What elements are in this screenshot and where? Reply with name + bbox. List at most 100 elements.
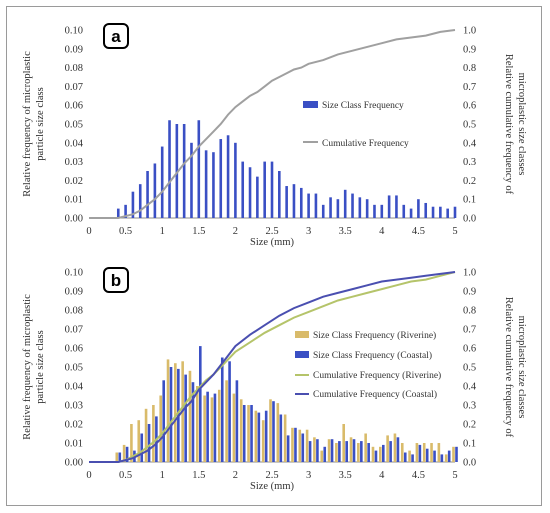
bar-size-class-frequency-coastal [308, 441, 312, 462]
line-cumulative-frequency [89, 29, 456, 219]
y-tick-label: 0.07 [65, 82, 83, 93]
bar-size-class-frequency-riverine [210, 397, 214, 462]
bar-size-class-frequency-coastal [264, 410, 268, 462]
y-tick-label: 0.02 [65, 420, 83, 431]
bar-size-class-frequency-riverine [444, 454, 448, 462]
bar-size-class-frequency-coastal [294, 427, 297, 462]
bar-size-class-frequency-riverine [152, 405, 155, 462]
bar-size-class-frequency-coastal [184, 374, 187, 462]
bar-size-class-frequency-coastal [316, 439, 319, 462]
bar-size-class-frequency [116, 208, 120, 218]
bar-size-class-frequency-coastal [169, 367, 173, 462]
bar-size-class-frequency [175, 124, 179, 218]
bar-size-class-frequency-riverine [400, 443, 404, 462]
bar-size-class-frequency-coastal [199, 346, 202, 462]
bar-size-class-frequency [314, 193, 318, 218]
bar-size-class-frequency [226, 135, 230, 218]
bar-size-class-frequency [160, 146, 164, 218]
line-cumulative-frequency-coastal [89, 271, 456, 463]
bar-size-class-frequency-coastal [206, 391, 209, 462]
bar-size-class-frequency-riverine [379, 446, 382, 462]
x-tick-label: 1.5 [192, 226, 205, 237]
bar-size-class-frequency-riverine [188, 370, 192, 462]
bar-size-class-frequency-coastal [242, 405, 246, 462]
bar-size-class-frequency-riverine [144, 408, 148, 462]
y-tick-label: 0.09 [65, 287, 83, 298]
y-axis-title: particle size class [35, 330, 46, 403]
bar-size-class-frequency-riverine [452, 446, 455, 462]
y-tick-label: 0.00 [65, 214, 83, 225]
bar-size-class-frequency-riverine [217, 389, 221, 462]
x-tick-label: 3.5 [339, 470, 352, 481]
bar-size-class-frequency-coastal [213, 393, 217, 462]
y-tick-label: 0.09 [65, 44, 83, 55]
x-tick-label: 2.5 [265, 470, 278, 481]
bar-size-class-frequency [263, 161, 266, 218]
bar-size-class-frequency-riverine [203, 395, 206, 462]
bar-size-class-frequency [299, 187, 303, 218]
bar-size-class-frequency-riverine [371, 446, 375, 462]
bar-size-class-frequency-riverine [122, 444, 126, 462]
legend-label: Cumulative Frequency [322, 139, 409, 149]
bar-size-class-frequency-riverine [261, 420, 265, 462]
bar-size-class-frequency-riverine [247, 405, 250, 462]
y-tick-label: 0.08 [65, 306, 83, 317]
bar-size-class-frequency-coastal [425, 448, 429, 462]
bar-size-class-frequency-riverine [437, 443, 441, 462]
bar-size-class-frequency [285, 186, 288, 218]
x-tick-label: 5 [452, 470, 457, 481]
bar-size-class-frequency-riverine [159, 395, 162, 462]
bar-size-class-frequency-coastal [374, 450, 378, 462]
panel-label: a [111, 27, 121, 46]
bar-size-class-frequency [168, 120, 171, 218]
bar-size-class-frequency-riverine [283, 414, 287, 462]
bar-size-class-frequency [395, 195, 398, 218]
bar-size-class-frequency-coastal [323, 446, 327, 462]
y-tick-label: 0.05 [65, 363, 83, 374]
bar-size-class-frequency-coastal [140, 433, 144, 462]
bar-size-class-frequency-coastal [411, 454, 414, 462]
bar-size-class-frequency-riverine [313, 437, 316, 462]
y2-tick-label: 0.0 [463, 214, 476, 225]
x-tick-label: 4.5 [412, 226, 425, 237]
x-tick-label: 1.5 [192, 470, 205, 481]
bar-size-class-frequency-coastal [272, 401, 275, 462]
bar-size-class-frequency-riverine [430, 443, 433, 462]
y2-tick-label: 0.7 [463, 82, 476, 93]
bar-size-class-frequency [431, 206, 435, 218]
bar-size-class-frequency-coastal [440, 454, 444, 462]
bar-size-class-frequency-riverine [327, 439, 331, 462]
bar-size-class-frequency [380, 204, 384, 218]
bar-size-class-frequency [351, 193, 354, 218]
y2-axis-title: Relative cumulative frequency of [503, 297, 514, 438]
bar-size-class-frequency-coastal [455, 446, 458, 462]
y2-tick-label: 0.2 [463, 420, 476, 431]
y-tick-label: 0.05 [65, 120, 83, 131]
legend-label: Size Class Frequency [322, 101, 404, 111]
y2-tick-label: 0.3 [463, 401, 476, 412]
y2-tick-label: 0.7 [463, 325, 476, 336]
line-cumulative-frequency-riverine [89, 271, 456, 463]
bar-size-class-frequency-coastal [257, 412, 261, 462]
bar-size-class-frequency-coastal [286, 435, 290, 462]
y-axis-title: Relative frequency of microplastic [22, 294, 33, 440]
bar-size-class-frequency-riverine [342, 424, 345, 462]
bar-size-class-frequency [212, 152, 215, 218]
bar-size-class-frequency-coastal [250, 405, 253, 462]
bar-size-class-frequency-coastal [147, 424, 151, 462]
bar-size-class-frequency [124, 204, 127, 218]
bar-size-class-frequency-riverine [232, 393, 236, 462]
chart-panel-b: 0 0.5 1 1.5 2 2.5 3 3.5 4 4.5 5 0.00 0.01 0.02 0.03 0.0… [22, 267, 527, 492]
x-tick-label: 3.5 [339, 226, 352, 237]
bar-size-class-frequency [146, 171, 149, 218]
bar-size-class-frequency-coastal [118, 452, 122, 462]
bar-size-class-frequency-riverine [239, 399, 243, 462]
x-tick-label: 1 [160, 470, 165, 481]
bar-size-class-frequency-coastal [125, 446, 129, 462]
bar-size-class-frequency [204, 150, 208, 218]
x-tick-label: 2 [233, 226, 238, 237]
x-tick-label: 4.5 [412, 470, 425, 481]
bar-size-class-frequency [278, 171, 281, 218]
bar-size-class-frequency-coastal [433, 450, 436, 462]
x-tick-label: 0.5 [119, 470, 132, 481]
